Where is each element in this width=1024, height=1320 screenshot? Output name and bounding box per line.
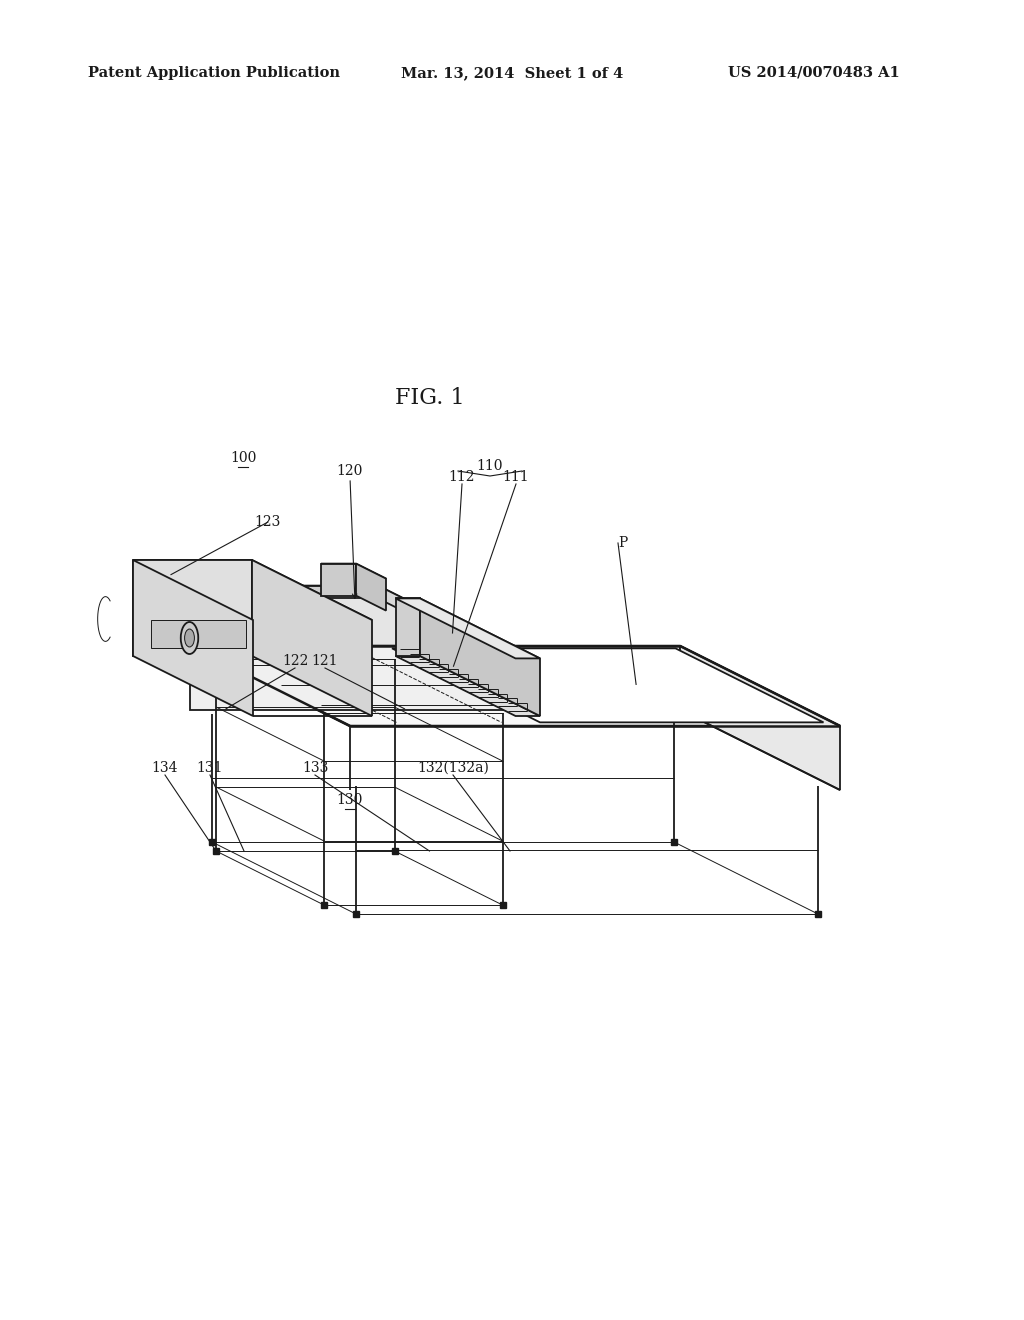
Text: 122: 122 — [282, 653, 308, 668]
Text: 132(132a): 132(132a) — [417, 762, 488, 775]
Text: 112: 112 — [449, 470, 475, 484]
Text: US 2014/0070483 A1: US 2014/0070483 A1 — [728, 66, 900, 81]
Text: 120: 120 — [337, 465, 364, 478]
Text: FIG. 1: FIG. 1 — [395, 387, 465, 409]
Polygon shape — [252, 586, 498, 645]
Polygon shape — [252, 586, 378, 598]
Polygon shape — [190, 645, 680, 710]
Polygon shape — [151, 619, 246, 648]
Text: 123: 123 — [255, 515, 282, 529]
Polygon shape — [395, 598, 420, 656]
Polygon shape — [356, 564, 386, 611]
Text: 133: 133 — [302, 762, 328, 775]
Polygon shape — [395, 656, 540, 715]
Polygon shape — [395, 598, 540, 659]
Polygon shape — [680, 645, 840, 789]
Text: 121: 121 — [311, 653, 338, 668]
Text: 131: 131 — [197, 762, 223, 775]
Polygon shape — [420, 598, 540, 715]
Polygon shape — [392, 648, 823, 722]
Polygon shape — [133, 560, 372, 620]
Polygon shape — [321, 564, 356, 595]
Text: 110: 110 — [477, 459, 503, 473]
Ellipse shape — [181, 622, 199, 653]
Text: P: P — [618, 536, 628, 550]
Ellipse shape — [184, 630, 195, 647]
Polygon shape — [133, 560, 252, 656]
Text: 111: 111 — [503, 470, 529, 484]
Text: 130: 130 — [337, 793, 364, 807]
Polygon shape — [190, 645, 840, 726]
Polygon shape — [378, 586, 498, 659]
Text: 100: 100 — [229, 451, 256, 465]
Text: 134: 134 — [152, 762, 178, 775]
Polygon shape — [252, 560, 372, 715]
Polygon shape — [133, 560, 253, 715]
Text: Patent Application Publication: Patent Application Publication — [88, 66, 340, 81]
Polygon shape — [321, 564, 386, 578]
Text: Mar. 13, 2014  Sheet 1 of 4: Mar. 13, 2014 Sheet 1 of 4 — [400, 66, 624, 81]
